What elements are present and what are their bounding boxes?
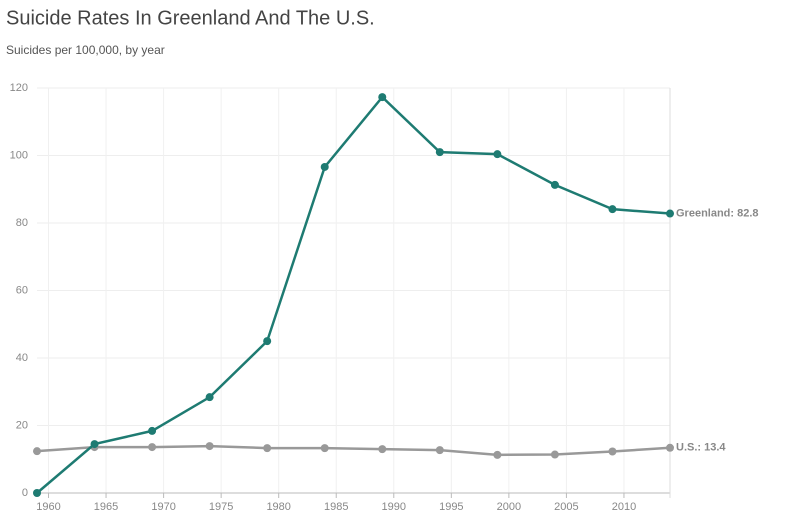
data-point (608, 205, 617, 214)
data-point (550, 450, 559, 459)
x-tick-label: 2000 (497, 501, 521, 513)
x-tick-label: 1985 (324, 501, 348, 513)
y-tick-label: 60 (16, 284, 28, 296)
y-tick-label: 40 (16, 352, 28, 364)
data-point (320, 162, 329, 171)
x-tick-label: 1995 (439, 501, 463, 513)
x-tick-label: 1965 (94, 501, 118, 513)
data-point (205, 393, 214, 402)
x-tick-label: 1990 (382, 501, 406, 513)
data-point (205, 442, 214, 451)
data-point (148, 443, 157, 452)
data-point (666, 209, 674, 218)
end-label: Greenland: 82.8 (676, 207, 759, 219)
data-point (378, 93, 387, 102)
x-tick-label: 1970 (151, 501, 175, 513)
series-line (36, 95, 671, 494)
data-point (378, 445, 387, 454)
data-point (90, 440, 99, 449)
data-point (493, 150, 502, 159)
data-point (550, 180, 559, 189)
data-point (435, 148, 444, 157)
y-tick-label: 80 (16, 217, 28, 229)
data-point (435, 446, 444, 455)
series-line (36, 444, 671, 457)
end-label: U.S.: 13.4 (676, 442, 726, 454)
data-point (493, 450, 502, 459)
data-point (666, 443, 674, 452)
y-tick-label: 100 (10, 149, 28, 161)
x-tick-label: 1975 (209, 501, 233, 513)
y-tick-label: 0 (22, 487, 28, 499)
y-tick-label: 20 (16, 419, 28, 431)
x-tick-label: 1960 (36, 501, 60, 513)
chart-subtitle: Suicides per 100,000, by year (6, 43, 165, 57)
x-tick-label: 2010 (612, 501, 636, 513)
x-tick-label: 1980 (266, 501, 290, 513)
chart-title: Suicide Rates In Greenland And The U.S. (6, 7, 375, 29)
data-point (608, 447, 617, 456)
x-tick-label: 2005 (554, 501, 578, 513)
data-point (263, 337, 272, 346)
data-point (33, 447, 41, 456)
data-point (33, 489, 41, 497)
data-point (148, 426, 157, 435)
data-point (263, 444, 272, 453)
data-point (320, 444, 329, 453)
y-tick-label: 120 (10, 82, 28, 94)
